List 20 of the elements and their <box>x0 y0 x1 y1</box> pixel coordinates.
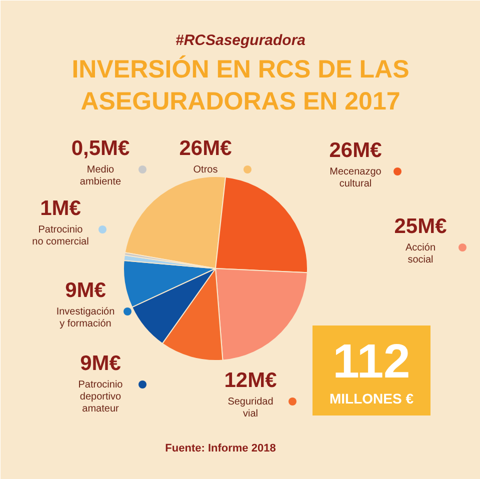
legend-label: Mecenazgo cultural <box>330 166 382 190</box>
legend-label: Acción social <box>405 242 436 266</box>
data-label: 25M€ <box>394 215 448 238</box>
slice-label: Otros <box>193 164 218 176</box>
legend-label: Patrocinio no comercial <box>32 224 89 248</box>
text: 112 MILLONES € <box>329 336 414 406</box>
chart-subtitle: #RCSaseguradora <box>175 32 306 49</box>
legend-label: Seguridad vial <box>228 396 274 420</box>
data-label: 0,5M€ <box>71 137 130 160</box>
chart-title: INVERSIÓN EN RCS DE LAS ASEGURADORAS EN 2017 <box>72 54 410 116</box>
legend-label: Investigación y formación <box>56 306 115 330</box>
legend-label: Medio ambiente <box>80 164 122 188</box>
data-label: 9M€ <box>80 352 122 375</box>
source-note: Fuente: Informe 2018 <box>165 442 276 454</box>
data-label: 9M€ <box>65 279 106 302</box>
data-label: 26M€ <box>329 139 382 162</box>
data-label: 1M€ <box>40 197 82 220</box>
data-label: 26M€ <box>179 137 232 160</box>
data-label: 12M€ <box>224 369 278 392</box>
legend-label: Patrocinio deportivo amateur <box>78 380 124 415</box>
